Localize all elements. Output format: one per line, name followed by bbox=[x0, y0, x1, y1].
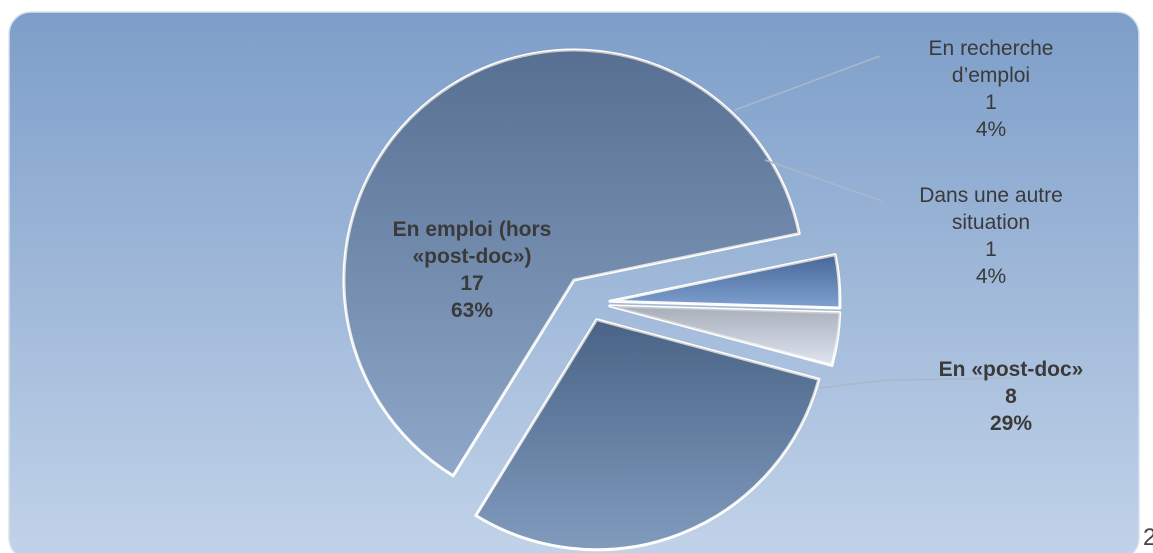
slice-percent-text: 63% bbox=[451, 299, 493, 322]
slice-category-text: En «post-doc» bbox=[939, 358, 1084, 381]
slice-label-1: En emploi (hors «post-doc») 17 63% bbox=[393, 218, 552, 322]
slice-category-text: En recherche bbox=[929, 37, 1054, 60]
slice-value-text: 1 bbox=[985, 91, 997, 114]
slice-percent-text: 4% bbox=[976, 265, 1006, 288]
slice-label-2: En recherche d’emploi 1 4% bbox=[929, 37, 1054, 141]
page-number: 2 bbox=[1143, 524, 1153, 551]
leader-line-3 bbox=[764, 159, 883, 202]
slice-category-text: situation bbox=[952, 211, 1030, 234]
slice-percent-text: 4% bbox=[976, 118, 1006, 141]
slice-value-text: 8 bbox=[1005, 385, 1017, 408]
slice-value-text: 17 bbox=[460, 272, 483, 295]
slice-label-3: Dans une autre situation 1 4% bbox=[919, 184, 1063, 288]
slice-category-text: «post-doc») bbox=[412, 245, 531, 268]
leader-line-0 bbox=[819, 377, 1013, 389]
slice-category-text: Dans une autre bbox=[919, 184, 1063, 207]
slice-category-text: d’emploi bbox=[952, 64, 1030, 87]
slice-value-text: 1 bbox=[985, 238, 997, 261]
leader-line-2 bbox=[734, 55, 881, 111]
slice-category-text: En emploi (hors bbox=[393, 218, 552, 241]
slice-label-0: En «post-doc» 8 29% bbox=[939, 358, 1084, 435]
slice-percent-text: 29% bbox=[990, 412, 1032, 435]
